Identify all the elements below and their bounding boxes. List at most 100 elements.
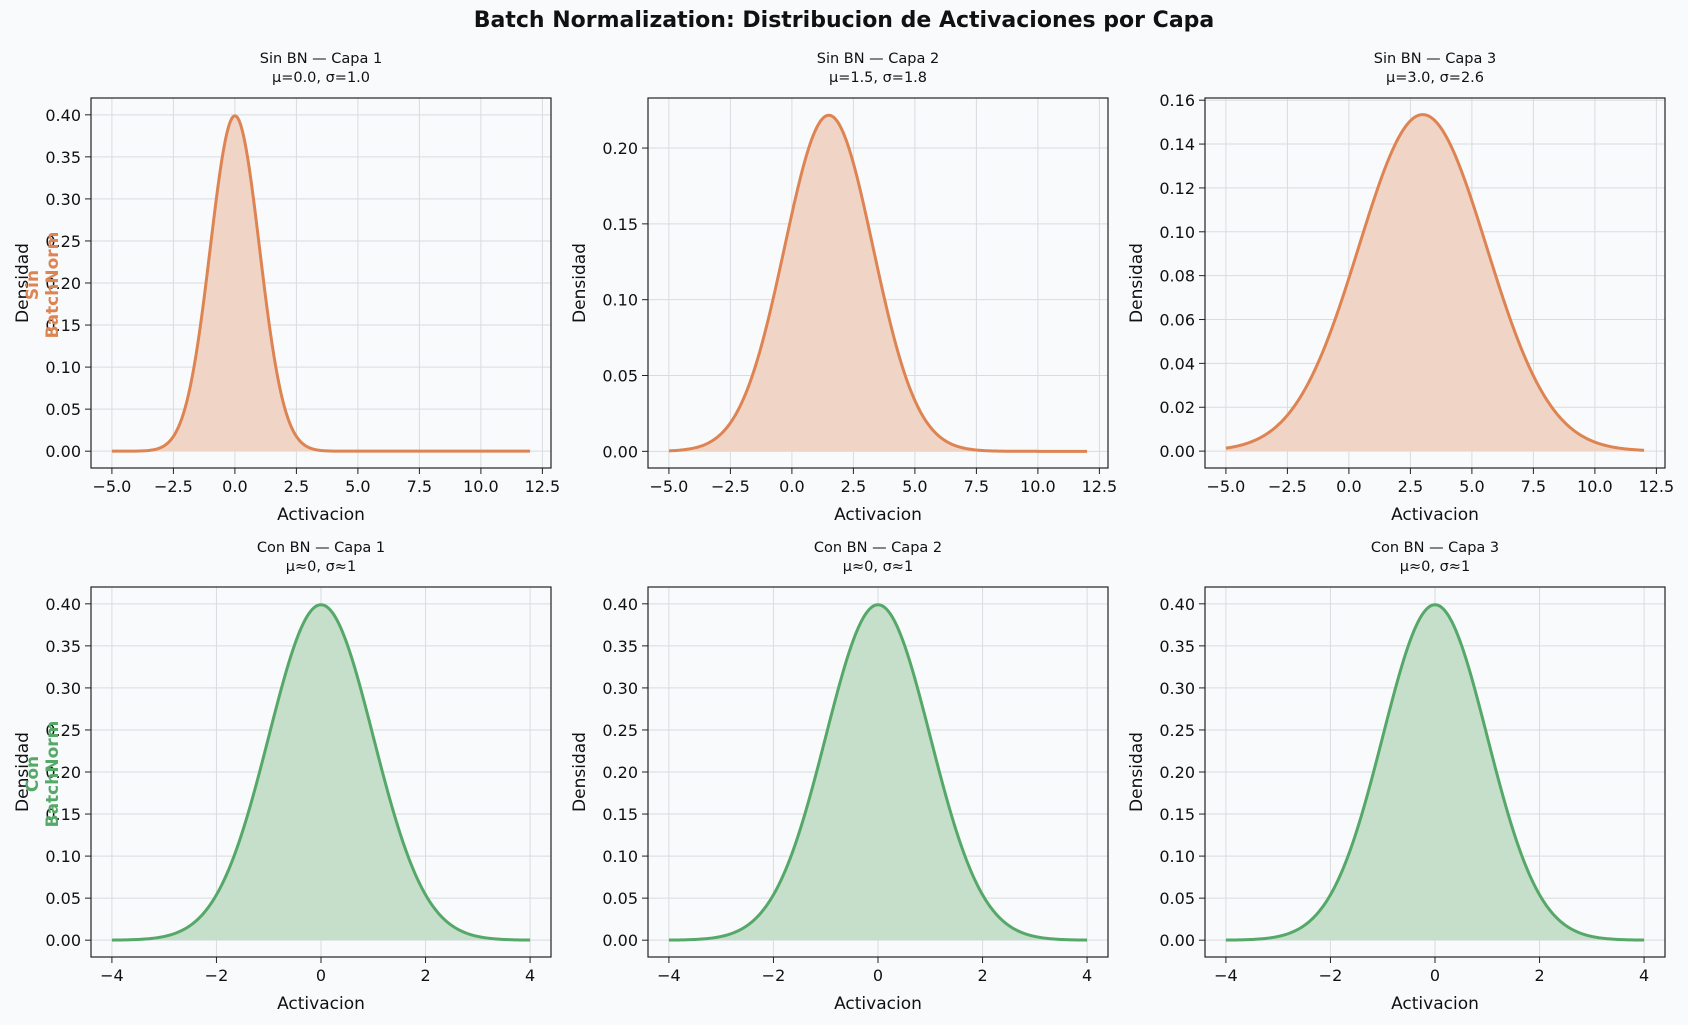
density-area (1225, 114, 1645, 452)
x-tick-label: 0 (1430, 966, 1440, 985)
y-axis-label: Densidad (570, 732, 590, 812)
y-tick-label: 0.25 (45, 232, 81, 251)
x-tick-label: 5.0 (345, 477, 370, 496)
chart-panel-3: −5.0 −2.5 0.0 2.5 5.0 7.5 10.0 12.5 0.00 0.02 0.04… (1127, 51, 1674, 525)
y-tick-label: 0.35 (1159, 637, 1195, 656)
y-tick-label: 0.10 (1159, 223, 1195, 242)
chart-panel-1: −5.0 −2.5 0.0 2.5 5.0 7.5 10.0 12.5 0.00 0.05 0.10… (13, 51, 560, 525)
x-tick-label: −5.0 (92, 477, 131, 496)
figure-title: Batch Normalization: Distribucion de Act… (473, 8, 1215, 33)
y-tick-label: 0.40 (45, 595, 81, 614)
y-tick-label: 0.30 (1159, 679, 1195, 698)
x-tick-label: 2 (420, 966, 430, 985)
y-tick-label: 0.15 (602, 805, 638, 824)
row-label-sin-batchnorm: Sin BatchNorm (23, 232, 63, 339)
chart-subtitle: μ≈0, σ≈1 (843, 559, 913, 575)
chart-title: Con BN — Capa 3 (1371, 540, 1499, 556)
y-tick-label: 0.16 (1159, 91, 1195, 110)
x-tick-label: 12.5 (525, 477, 561, 496)
y-axis-label: Densidad (13, 243, 33, 323)
y-tick-label: 0.40 (45, 106, 81, 125)
y-tick-label: 0.20 (1159, 763, 1195, 782)
x-tick-label: 7.5 (1521, 477, 1546, 496)
row-label-line: Con (23, 756, 43, 792)
y-tick-label: 0.10 (602, 847, 638, 866)
y-tick-label: 0.15 (602, 215, 638, 234)
chart-subtitle: μ≈0, σ≈1 (1400, 559, 1470, 575)
y-tick-label: 0.40 (602, 595, 638, 614)
y-tick-label: 0.35 (45, 637, 81, 656)
x-tick-label: 12.5 (1639, 477, 1675, 496)
row-label-con-batchnorm: Con BatchNorm (23, 721, 63, 828)
x-tick-label: −4 (657, 966, 681, 985)
chart-title: Sin BN — Capa 3 (1374, 51, 1496, 67)
x-tick-label: −2.5 (154, 477, 193, 496)
y-tick-label: 0.00 (602, 931, 638, 950)
x-tick-label: −2 (205, 966, 229, 985)
density-area (668, 115, 1088, 452)
x-tick-label: 12.5 (1082, 477, 1118, 496)
y-tick-label: 0.00 (1159, 442, 1195, 461)
x-tick-label: 2.5 (284, 477, 309, 496)
y-tick-label: 0.02 (1159, 398, 1195, 417)
chart-panel-4: −4 −2 0 2 4 0.00 0.05 0.10 0.15 0.20 0.25 0.30 0.35 0… (13, 540, 552, 1014)
y-tick-label: 0.15 (45, 316, 81, 335)
x-tick-label: −4 (1214, 966, 1238, 985)
y-tick-label: 0.05 (45, 400, 81, 419)
chart-title: Con BN — Capa 1 (257, 540, 385, 556)
y-tick-label: 0.05 (1159, 889, 1195, 908)
x-tick-label: 4 (525, 966, 535, 985)
y-axis-label: Densidad (1127, 732, 1147, 812)
x-tick-label: 5.0 (1459, 477, 1484, 496)
x-tick-label: −5.0 (649, 477, 688, 496)
x-tick-label: 2 (1534, 966, 1544, 985)
x-tick-label: −2 (1319, 966, 1343, 985)
y-tick-label: 0.25 (1159, 721, 1195, 740)
x-axis-label: Activacion (277, 505, 365, 525)
y-tick-label: 0.10 (45, 358, 81, 377)
x-tick-label: −5.0 (1206, 477, 1245, 496)
y-axis-label: Densidad (1127, 243, 1147, 323)
x-tick-label: −2.5 (1268, 477, 1307, 496)
x-axis-label: Activacion (834, 505, 922, 525)
y-tick-label: 0.00 (1159, 931, 1195, 950)
x-tick-label: −2.5 (711, 477, 750, 496)
y-tick-label: 0.05 (602, 367, 638, 386)
x-tick-label: 7.5 (407, 477, 432, 496)
row-label-line: Sin (23, 270, 43, 300)
density-curve (1225, 603, 1645, 942)
y-tick-label: 0.10 (602, 291, 638, 310)
plot-frame (647, 97, 1109, 469)
y-tick-label: 0.20 (45, 274, 81, 293)
y-tick-label: 0.00 (45, 442, 81, 461)
x-tick-label: 0.0 (1336, 477, 1361, 496)
chart-title: Sin BN — Capa 2 (817, 51, 939, 67)
y-tick-label: 0.20 (602, 139, 638, 158)
y-tick-label: 0.08 (1159, 267, 1195, 286)
y-tick-label: 0.14 (1159, 135, 1195, 154)
y-tick-label: 0.20 (602, 763, 638, 782)
x-axis-label: Activacion (834, 994, 922, 1014)
density-curve (111, 114, 531, 453)
y-tick-label: 0.35 (45, 148, 81, 167)
x-tick-label: −4 (100, 966, 124, 985)
y-tick-label: 0.06 (1159, 311, 1195, 330)
x-tick-label: 5.0 (902, 477, 927, 496)
x-tick-label: −2 (762, 966, 786, 985)
y-tick-label: 0.20 (45, 763, 81, 782)
x-tick-label: 4 (1082, 966, 1092, 985)
x-axis-label: Activacion (1391, 505, 1479, 525)
x-tick-label: 0.0 (779, 477, 804, 496)
x-tick-label: 2.5 (1398, 477, 1423, 496)
y-tick-label: 0.30 (602, 679, 638, 698)
y-tick-label: 0.35 (602, 637, 638, 656)
x-tick-label: 4 (1639, 966, 1649, 985)
y-tick-label: 0.15 (1159, 805, 1195, 824)
y-tick-label: 0.30 (45, 679, 81, 698)
y-tick-label: 0.12 (1159, 179, 1195, 198)
y-tick-label: 0.40 (1159, 595, 1195, 614)
x-tick-label: 10.0 (1020, 477, 1056, 496)
y-tick-label: 0.05 (45, 889, 81, 908)
y-tick-label: 0.30 (45, 190, 81, 209)
